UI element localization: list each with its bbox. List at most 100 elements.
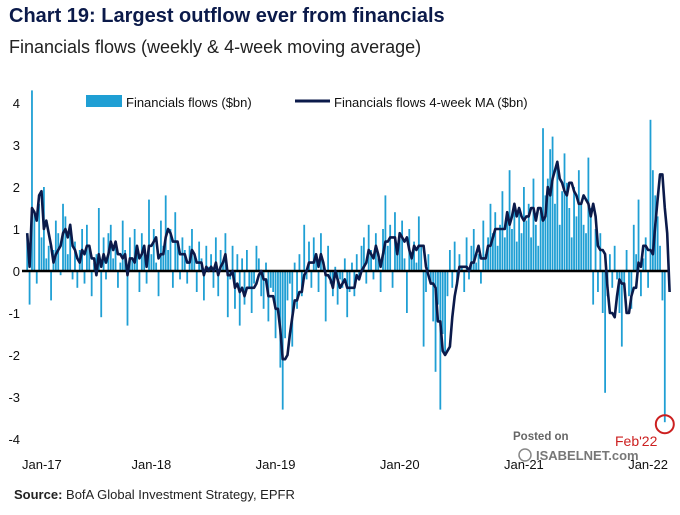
flow-bar: [386, 245, 389, 271]
flow-bar: [549, 149, 552, 271]
flow-bar: [608, 254, 611, 271]
flow-bar: [499, 224, 501, 271]
flow-bar: [367, 224, 370, 271]
flow-bar: [589, 208, 592, 271]
flow-bar: [339, 271, 341, 280]
flow-bar: [484, 254, 487, 271]
flow-bar: [501, 191, 504, 271]
flow-bar: [210, 254, 212, 271]
flow-bar: [618, 271, 621, 313]
flow-bar: [128, 237, 131, 271]
flow-bar: [491, 233, 494, 271]
flow-bar: [71, 271, 74, 280]
flow-bar: [370, 250, 372, 271]
flow-bar: [515, 241, 518, 271]
flow-bar: [95, 254, 98, 271]
flow-bar: [224, 233, 227, 271]
y-tick-label: -1: [8, 306, 20, 321]
flow-bar: [38, 203, 41, 271]
y-tick-label: -3: [8, 390, 20, 405]
flow-bar: [203, 271, 205, 301]
flow-bar: [33, 212, 36, 271]
flow-bar: [470, 245, 473, 271]
flow-bar: [195, 271, 198, 292]
flow-bar: [114, 245, 117, 271]
flow-bar: [88, 245, 91, 271]
flow-bar: [317, 271, 320, 292]
annotation-circle: [654, 414, 675, 435]
flow-bar: [556, 161, 559, 271]
flow-bar: [587, 157, 590, 271]
flow-bar: [83, 271, 86, 284]
flow-bar: [257, 258, 260, 271]
flow-bar: [35, 271, 38, 284]
flow-bar: [212, 271, 215, 288]
flow-bar: [410, 254, 413, 271]
watermark-logo-icon: [518, 448, 532, 462]
flow-bar: [50, 271, 52, 301]
flow-bar: [59, 271, 62, 276]
flow-bar: [635, 254, 638, 271]
flow-bar: [121, 220, 124, 271]
flow-bar: [315, 258, 318, 271]
flow-bar: [518, 208, 521, 271]
flow-bar: [647, 271, 649, 288]
flow-bar: [241, 258, 244, 271]
flow-bar: [162, 245, 165, 271]
flow-bar: [100, 271, 103, 318]
flow-bar: [45, 258, 48, 271]
flow-bar: [616, 271, 618, 280]
flow-bar: [477, 254, 480, 271]
flow-bar: [503, 237, 506, 271]
flow-bar: [592, 271, 595, 305]
flow-bar: [152, 229, 155, 271]
flow-bar: [133, 229, 136, 271]
flow-bar: [236, 254, 239, 271]
flow-bar: [640, 271, 642, 297]
flow-bar: [234, 271, 236, 309]
flow-bar: [145, 271, 148, 284]
flow-bar: [143, 245, 146, 271]
flow-bar: [47, 245, 50, 271]
y-tick-label: 3: [13, 138, 20, 153]
flow-bar: [537, 245, 540, 271]
flow-bar: [253, 271, 255, 284]
flow-bar: [437, 271, 439, 305]
flow-bar: [620, 271, 623, 347]
flow-bar: [243, 271, 246, 305]
flow-bar: [296, 271, 298, 309]
y-tick-label: 0: [13, 264, 20, 279]
y-tick-label: 2: [13, 180, 20, 195]
flow-bar: [422, 271, 425, 347]
flow-bar: [155, 262, 158, 271]
flow-bar: [597, 271, 599, 292]
flow-bar: [26, 233, 29, 271]
flow-bar: [496, 245, 499, 271]
flow-bar: [434, 271, 437, 372]
flow-bar: [472, 229, 475, 271]
flow-bar: [625, 250, 628, 271]
flow-bar: [117, 271, 119, 288]
feb22-annotation: Feb'22: [615, 414, 675, 449]
flow-bar: [451, 271, 454, 288]
flow-bar: [659, 245, 661, 271]
flow-bar: [365, 271, 368, 284]
x-tick-label: Jan-17: [22, 457, 62, 472]
flow-bar: [248, 271, 251, 288]
flow-bar: [303, 224, 306, 271]
y-tick-label: 4: [13, 96, 20, 111]
flow-bar: [656, 216, 659, 271]
flow-bar: [554, 203, 556, 271]
flow-bar: [585, 233, 587, 271]
flow-bar: [231, 245, 234, 271]
flow-bar: [341, 271, 344, 288]
flow-bar: [246, 250, 248, 271]
flow-bar: [463, 271, 466, 292]
flow-bar: [40, 237, 43, 271]
flow-bar: [28, 271, 31, 305]
flow-bar: [561, 191, 564, 271]
flow-bar: [575, 216, 578, 271]
flow-bar: [360, 245, 363, 271]
flow-bar: [525, 220, 528, 271]
legend-bars-swatch: [86, 95, 122, 107]
